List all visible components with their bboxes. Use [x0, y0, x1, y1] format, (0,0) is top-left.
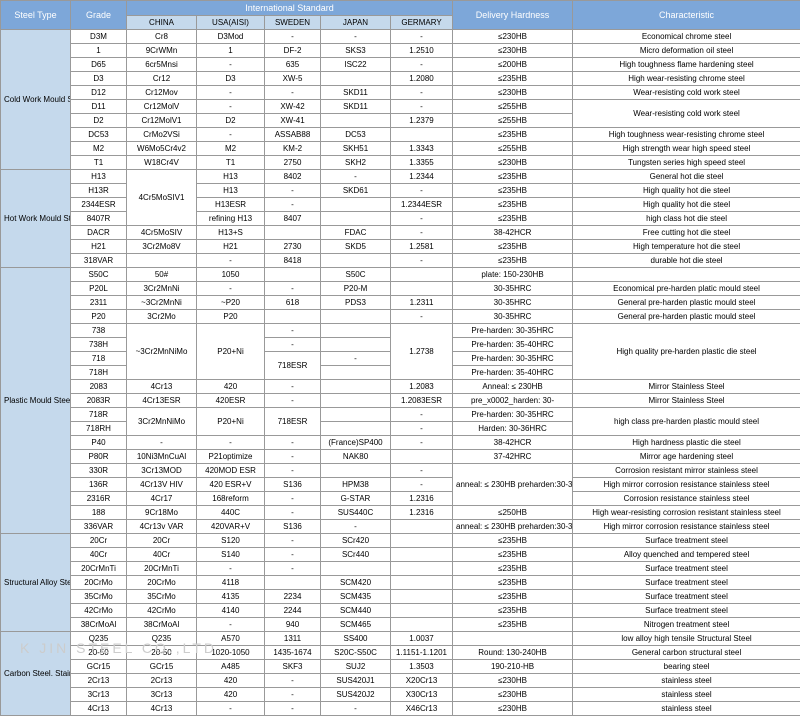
steel-spec-table: Steel TypeGradeInternational StandardDel… — [0, 0, 800, 716]
